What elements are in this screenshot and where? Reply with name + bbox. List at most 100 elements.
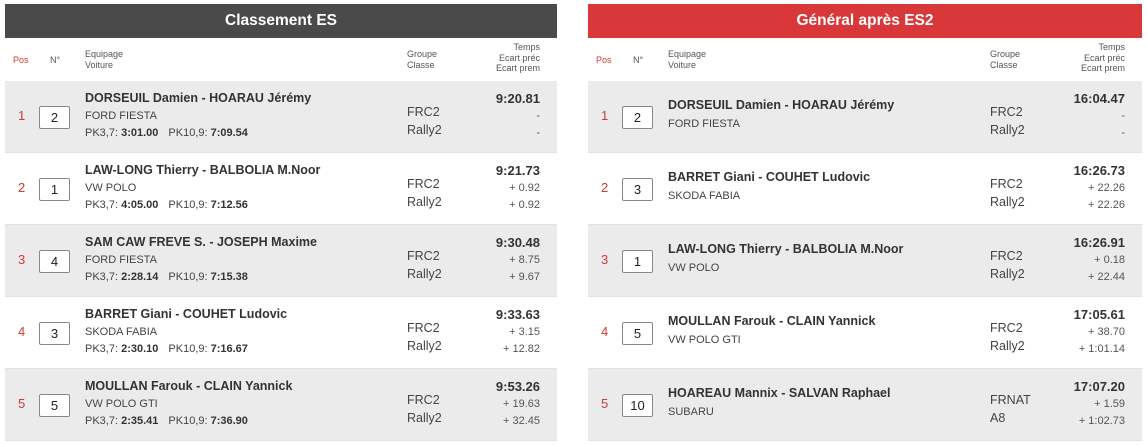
gap-first: - <box>1121 127 1125 139</box>
split-2-label: PK10,9: <box>168 415 208 427</box>
gap-previous: + 8.75 <box>509 254 540 266</box>
total-time: 17:07.20 <box>1073 379 1125 394</box>
col-temps: Temps Ecart préc Ecart prem <box>495 42 540 73</box>
table-row[interactable]: 5 10 HOAREAU Mannix - SALVAN Raphael SUBARU… <box>588 369 1142 441</box>
group-class: FRC2 Rally2 <box>990 319 1025 355</box>
car-model: FORD FIESTA <box>668 118 740 130</box>
gap-first: + 9.67 <box>509 271 540 283</box>
crew-names[interactable]: DORSEUIL Damien - HOARAU Jérémy <box>668 98 895 112</box>
crew-names[interactable]: LAW-LONG Thierry - BALBOLIA M.Noor <box>668 242 904 256</box>
class-value: Rally2 <box>990 267 1025 281</box>
position-value: 4 <box>18 324 26 339</box>
split-1-time: 2:30.10 <box>121 343 159 355</box>
class-value: Rally2 <box>407 339 442 353</box>
position-value: 5 <box>18 396 26 411</box>
crew-names[interactable]: SAM CAW FREVE S. - JOSEPH Maxime <box>85 235 317 249</box>
gap-previous: - <box>1121 110 1125 122</box>
crew-names[interactable]: BARRET Giani - COUHET Ludovic <box>85 307 288 321</box>
split-2-time: 7:15.38 <box>210 271 248 283</box>
car-number-badge: 4 <box>39 250 70 273</box>
gap-previous: + 1.59 <box>1094 398 1125 410</box>
stage-results-column-header: Pos N° Equipage Voiture Groupe Classe Temp… <box>5 38 557 81</box>
table-row[interactable]: 1 2 DORSEUIL Damien - HOARAU Jérémy FORD FI… <box>5 81 557 153</box>
group-class: FRC2 Rally2 <box>990 247 1025 283</box>
group-class: FRC2 Rally2 <box>990 175 1025 211</box>
crew-names[interactable]: LAW-LONG Thierry - BALBOLIA M.Noor <box>85 163 321 177</box>
time-cell: 9:33.63 + 3.15 + 12.82 <box>496 306 540 358</box>
table-row[interactable]: 3 1 LAW-LONG Thierry - BALBOLIA M.Noor VW P… <box>588 225 1142 297</box>
gap-first: + 22.44 <box>1087 271 1125 283</box>
stage-results-rows: 1 2 DORSEUIL Damien - HOARAU Jérémy FORD FI… <box>5 81 557 441</box>
time-cell: 9:53.26 + 19.63 + 32.45 <box>496 378 540 430</box>
crew-names[interactable]: MOULLAN Farouk - CLAIN Yannick <box>668 314 876 328</box>
split-2-label: PK10,9: <box>168 271 208 283</box>
table-row[interactable]: 2 3 BARRET Giani - COUHET Ludovic SKODA FAB… <box>588 153 1142 225</box>
group-class: FRC2 Rally2 <box>407 175 442 211</box>
table-row[interactable]: 4 5 MOULLAN Farouk - CLAIN Yannick VW POLO … <box>588 297 1142 369</box>
stage-results-title: Classement ES <box>5 4 557 38</box>
position-value: 1 <box>601 108 609 123</box>
class-value: Rally2 <box>990 195 1025 209</box>
time-cell: 17:07.20 + 1.59 + 1:02.73 <box>1074 378 1125 430</box>
crew-names[interactable]: DORSEUIL Damien - HOARAU Jérémy <box>85 91 312 105</box>
split-2-label: PK10,9: <box>168 127 208 139</box>
gap-first: + 1:02.73 <box>1078 415 1125 427</box>
group-value: FRC2 <box>407 393 440 407</box>
group-value: FRC2 <box>407 321 440 335</box>
class-value: Rally2 <box>407 411 442 425</box>
gap-previous: + 22.26 <box>1087 182 1125 194</box>
total-time: 9:20.81 <box>495 91 540 106</box>
crew-names[interactable]: BARRET Giani - COUHET Ludovic <box>668 170 871 184</box>
split-1-time: 4:05.00 <box>121 199 159 211</box>
car-model: FORD FIESTA <box>85 110 157 122</box>
split-1-label: PK3,7: <box>85 343 119 355</box>
col-pos: Pos <box>13 55 29 65</box>
class-value: Rally2 <box>407 267 442 281</box>
car-model: SKODA FABIA <box>85 326 158 338</box>
col-temps: Temps Ecart préc Ecart prem <box>1080 42 1125 73</box>
split-times: PK3,7: 2:28.14 PK10,9: 7:15.38 <box>85 271 248 283</box>
car-number-badge: 10 <box>622 394 653 417</box>
group-value: FRC2 <box>990 321 1023 335</box>
split-1-label: PK3,7: <box>85 271 119 283</box>
col-equipage: Equipage Voiture <box>85 49 124 70</box>
split-1-label: PK3,7: <box>85 415 119 427</box>
group-value: FRNAT <box>990 393 1031 407</box>
total-time: 9:30.48 <box>495 235 540 250</box>
table-row[interactable]: 2 1 LAW-LONG Thierry - BALBOLIA M.Noor VW P… <box>5 153 557 225</box>
gap-previous: + 0.92 <box>509 182 540 194</box>
position-value: 5 <box>601 396 609 411</box>
group-value: FRC2 <box>407 105 440 119</box>
split-1-label: PK3,7: <box>85 199 119 211</box>
gap-previous: + 3.15 <box>509 326 540 338</box>
gap-previous: + 38.70 <box>1087 326 1125 338</box>
group-class: FRNAT A8 <box>990 391 1031 427</box>
time-cell: 9:30.48 + 8.75 + 9.67 <box>496 234 540 286</box>
table-row[interactable]: 4 3 BARRET Giani - COUHET Ludovic SKODA FAB… <box>5 297 557 369</box>
time-cell: 17:05.61 + 38.70 + 1:01.14 <box>1074 306 1125 358</box>
position-value: 3 <box>18 252 26 267</box>
split-times: PK3,7: 4:05.00 PK10,9: 7:12.56 <box>85 199 248 211</box>
col-groupe: Groupe Classe <box>990 49 1021 70</box>
table-row[interactable]: 3 4 SAM CAW FREVE S. - JOSEPH Maxime FORD F… <box>5 225 557 297</box>
split-1-time: 3:01.00 <box>121 127 159 139</box>
car-number-badge: 3 <box>622 178 653 201</box>
car-number-badge: 5 <box>622 322 653 345</box>
car-number-badge: 2 <box>39 106 70 129</box>
class-value: Rally2 <box>990 123 1025 137</box>
col-pos: Pos <box>596 55 612 65</box>
split-1-time: 2:28.14 <box>121 271 159 283</box>
group-class: FRC2 Rally2 <box>990 103 1025 139</box>
total-time: 16:04.47 <box>1073 91 1125 106</box>
gap-first: + 12.82 <box>502 343 540 355</box>
gap-first: + 0.92 <box>509 199 540 211</box>
crew-names[interactable]: MOULLAN Farouk - CLAIN Yannick <box>85 379 293 393</box>
table-row[interactable]: 5 5 MOULLAN Farouk - CLAIN Yannick VW POLO … <box>5 369 557 441</box>
split-2-label: PK10,9: <box>168 343 208 355</box>
split-times: PK3,7: 2:30.10 PK10,9: 7:16.67 <box>85 343 248 355</box>
position-value: 2 <box>18 180 26 195</box>
split-times: PK3,7: 3:01.00 PK10,9: 7:09.54 <box>85 127 248 139</box>
overall-results-panel: Général après ES2 Pos N° Equipage Voiture… <box>588 4 1142 441</box>
table-row[interactable]: 1 2 DORSEUIL Damien - HOARAU Jérémy FORD FI… <box>588 81 1142 153</box>
crew-names[interactable]: HOAREAU Mannix - SALVAN Raphael <box>668 386 891 400</box>
